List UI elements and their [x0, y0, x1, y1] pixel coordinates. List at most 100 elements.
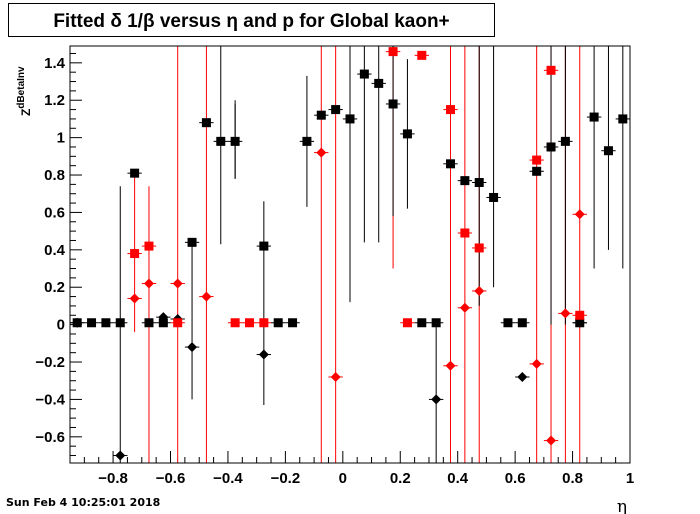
x-tick-label: 0	[339, 470, 347, 487]
square-marker	[460, 176, 470, 186]
square-marker	[402, 129, 412, 139]
diamond-marker	[574, 317, 585, 328]
x-tick-label: 0.4	[447, 470, 469, 487]
square-marker	[288, 318, 298, 328]
y-tick-label: 1.2	[44, 92, 65, 109]
square-marker	[532, 155, 542, 165]
diamond-marker	[158, 312, 169, 323]
square-marker	[431, 318, 441, 328]
square-marker	[173, 318, 183, 328]
markers-layer	[72, 47, 628, 461]
x-tick-label: 0.2	[390, 470, 411, 487]
diamond-marker	[531, 358, 542, 369]
square-marker	[87, 318, 97, 328]
square-marker	[316, 110, 326, 120]
axes-layer: −0.8 −0.6 −0.4 −0.2 0 0.2 0.4 0.6 0.8 1 −0.6 −0.4 −0…	[16, 52, 634, 514]
square-marker	[388, 47, 398, 57]
square-marker	[532, 166, 542, 176]
square-marker	[158, 318, 168, 328]
x-tick-label: 0.6	[505, 470, 526, 487]
diamond-marker	[474, 285, 485, 296]
diamond-marker	[187, 342, 198, 353]
square-marker	[259, 318, 269, 328]
square-marker	[130, 249, 140, 259]
square-marker	[331, 105, 341, 115]
square-marker	[230, 318, 240, 328]
square-marker	[446, 105, 456, 115]
square-marker	[503, 318, 513, 328]
x-tick-label: −0.2	[271, 470, 301, 487]
square-marker	[359, 69, 369, 79]
square-marker	[417, 318, 427, 328]
x-tick-label: −0.8	[98, 470, 128, 487]
x-tick-label: 1	[626, 470, 634, 487]
square-marker	[273, 318, 283, 328]
square-marker	[517, 318, 527, 328]
chart-title: Fitted δ 1/β versus η and p for Global k…	[53, 11, 450, 32]
square-marker	[374, 78, 384, 88]
y-tick-label: 0.2	[44, 279, 65, 296]
diamond-marker	[201, 291, 212, 302]
square-marker	[388, 99, 398, 109]
square-marker	[603, 146, 613, 156]
diamond-marker	[546, 435, 557, 446]
y-tick-label: 0	[57, 317, 65, 334]
square-marker	[546, 65, 556, 75]
square-marker	[474, 243, 484, 253]
square-marker	[144, 241, 154, 251]
square-marker	[115, 318, 125, 328]
y-tick-label: −0.2	[35, 354, 65, 371]
square-marker	[460, 228, 470, 238]
square-marker	[560, 136, 570, 146]
diamond-marker	[431, 394, 442, 405]
square-marker	[345, 114, 355, 124]
y-axis-title: ZdBetaInv	[16, 66, 33, 116]
y-tick-label: 1.4	[44, 55, 66, 72]
square-marker	[589, 112, 599, 122]
diamond-marker	[459, 302, 470, 313]
y-tick-label: 0.6	[44, 204, 65, 221]
square-marker	[546, 142, 556, 152]
square-marker	[474, 178, 484, 188]
y-tick-label: −0.4	[35, 391, 65, 408]
square-marker	[216, 136, 226, 146]
y-tick-label: 1	[57, 130, 65, 147]
diamond-marker	[129, 293, 140, 304]
x-tick-label: 0.8	[562, 470, 583, 487]
error-bars-layer	[70, 46, 630, 463]
square-marker	[244, 318, 254, 328]
square-marker	[575, 310, 585, 320]
square-marker	[187, 237, 197, 247]
square-marker	[302, 136, 312, 146]
x-axis-title: η	[617, 497, 627, 514]
y-tick-label: −0.6	[35, 429, 65, 446]
square-marker	[201, 118, 211, 128]
square-marker	[101, 318, 111, 328]
diamond-marker	[560, 308, 571, 319]
diamond-marker	[258, 349, 269, 360]
square-marker	[402, 318, 412, 328]
diamond-marker	[517, 371, 528, 382]
diamond-marker	[72, 317, 83, 328]
x-tick-label: −0.4	[213, 470, 243, 487]
diamond-marker	[330, 371, 341, 382]
plot-frame	[69, 45, 631, 464]
y-tick-label: 0.8	[44, 167, 65, 184]
square-marker	[144, 318, 154, 328]
y-tick-label: 0.4	[44, 242, 66, 259]
square-marker	[446, 159, 456, 169]
diamond-marker	[445, 360, 456, 371]
square-marker	[230, 136, 240, 146]
diamond-marker	[143, 278, 154, 289]
chart-title-box: Fitted δ 1/β versus η and p for Global k…	[8, 3, 495, 37]
diamond-marker	[172, 278, 183, 289]
diamond-marker	[316, 147, 327, 158]
square-marker	[259, 241, 269, 251]
square-marker	[130, 168, 140, 178]
diamond-marker	[574, 209, 585, 220]
square-marker	[489, 192, 499, 202]
diamond-marker	[115, 450, 126, 461]
x-tick-label: −0.6	[156, 470, 186, 487]
square-marker	[417, 50, 427, 60]
